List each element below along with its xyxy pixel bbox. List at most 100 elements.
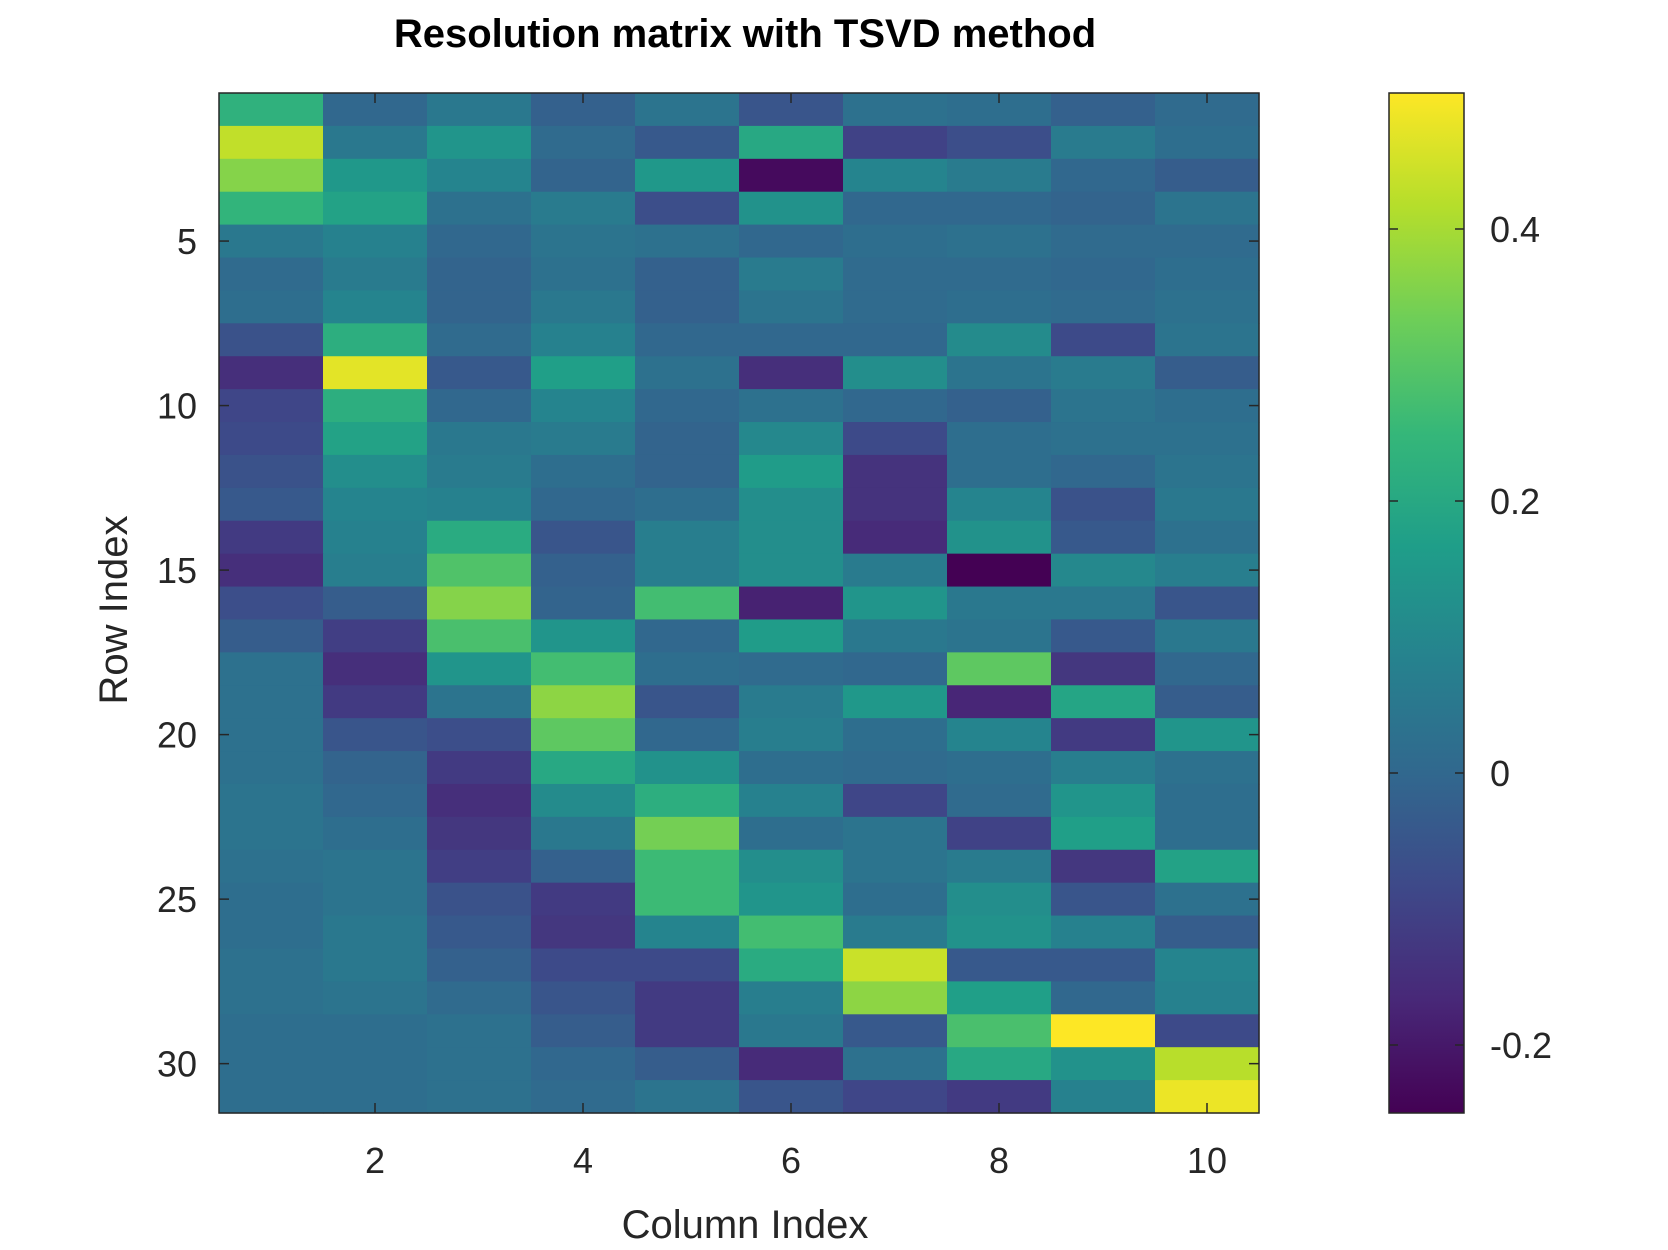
heatmap-cell <box>427 454 532 489</box>
heatmap-cell <box>739 257 844 292</box>
heatmap-cell <box>635 454 740 489</box>
heatmap-cell <box>1051 158 1156 193</box>
plot-frame <box>218 92 1260 1114</box>
heatmap-cell <box>843 257 948 292</box>
heatmap-cell <box>1051 1014 1156 1048</box>
heatmap-cell <box>531 553 636 588</box>
heatmap-cell <box>635 1014 740 1048</box>
heatmap-cell <box>531 389 636 423</box>
heatmap-cell <box>219 290 324 324</box>
heatmap-cell <box>635 323 740 357</box>
heatmap-cell <box>1051 849 1156 884</box>
heatmap-cell <box>843 93 948 127</box>
heatmap-cell <box>323 685 428 719</box>
heatmap-cell <box>1051 948 1156 982</box>
heatmap-cell <box>323 1014 428 1048</box>
heatmap-cell <box>531 816 636 851</box>
heatmap-cell <box>635 1080 740 1114</box>
heatmap-cell <box>531 948 636 982</box>
heatmap-cell <box>531 685 636 719</box>
heatmap-cell <box>1155 290 1260 324</box>
heatmap-cell <box>219 718 324 752</box>
heatmap-cell <box>635 553 740 588</box>
x-axis-label: Column Index <box>622 1203 869 1245</box>
heatmap-cell <box>1155 125 1260 160</box>
heatmap-cell <box>1155 915 1260 950</box>
heatmap-cell <box>1051 652 1156 686</box>
heatmap-cell <box>1051 520 1156 555</box>
heatmap-cell <box>843 454 948 489</box>
heatmap-cell <box>947 454 1052 489</box>
heatmap-cell <box>843 191 948 226</box>
heatmap-cell <box>531 356 636 390</box>
heatmap-cell <box>947 422 1052 456</box>
heatmap-cell <box>531 586 636 621</box>
heatmap-cell <box>1155 685 1260 719</box>
heatmap-cell <box>1051 586 1156 621</box>
heatmap-cell <box>531 915 636 950</box>
heatmap-cell <box>427 685 532 719</box>
heatmap-cell <box>219 1014 324 1048</box>
heatmap-cell <box>323 783 428 818</box>
heatmap-cell <box>531 487 636 522</box>
heatmap-cell <box>739 751 844 785</box>
heatmap-cell <box>739 783 844 818</box>
heatmap-cell <box>219 751 324 785</box>
heatmap-cell <box>843 1080 948 1114</box>
heatmap-cell <box>739 158 844 193</box>
heatmap-cell <box>531 224 636 259</box>
heatmap-cell <box>531 718 636 752</box>
heatmap-cell <box>635 290 740 324</box>
heatmap-cell <box>427 125 532 160</box>
heatmap-cell <box>1155 224 1260 259</box>
heatmap-cell <box>635 487 740 522</box>
heatmap-cell <box>739 224 844 259</box>
y-axis-label: Row Index <box>92 516 136 705</box>
heatmap-cell <box>843 652 948 686</box>
heatmap-cell <box>1155 586 1260 621</box>
heatmap-cell <box>843 849 948 884</box>
heatmap-cell <box>1051 422 1156 456</box>
heatmap-cell <box>947 1014 1052 1048</box>
heatmap-cell <box>427 882 532 917</box>
heatmap-cell <box>843 224 948 259</box>
heatmap-cell <box>219 586 324 621</box>
heatmap-cell <box>739 422 844 456</box>
heatmap-cell <box>427 586 532 621</box>
heatmap-cell <box>1155 454 1260 489</box>
heatmap-cell <box>739 849 844 884</box>
heatmap-cell <box>1051 487 1156 522</box>
heatmap-cell <box>947 882 1052 917</box>
heatmap-cell <box>843 981 948 1015</box>
heatmap-cell <box>1155 487 1260 522</box>
heatmap-cell <box>1051 751 1156 785</box>
heatmap-cell <box>1155 520 1260 555</box>
heatmap-cell <box>843 1047 948 1081</box>
heatmap-cell <box>323 882 428 917</box>
heatmap-cell <box>635 619 740 653</box>
heatmap-cell <box>427 849 532 884</box>
heatmap-cell <box>427 158 532 193</box>
heatmap-cell <box>635 685 740 719</box>
heatmap-cell <box>531 290 636 324</box>
heatmap-cell <box>323 125 428 160</box>
heatmap-cell <box>1051 389 1156 423</box>
heatmap-cell <box>219 323 324 357</box>
heatmap-cell <box>739 191 844 226</box>
heatmap-cell <box>1155 422 1260 456</box>
heatmap-cell <box>323 323 428 357</box>
heatmap-cell <box>635 948 740 982</box>
heatmap-cell <box>323 487 428 522</box>
heatmap-cell <box>843 422 948 456</box>
heatmap-cell <box>219 1047 324 1081</box>
heatmap-cell <box>427 520 532 555</box>
heatmap-cell <box>427 1080 532 1114</box>
y-tick-label: 10 <box>157 386 197 427</box>
heatmap-cell <box>739 1014 844 1048</box>
heatmap-cell <box>427 751 532 785</box>
heatmap-cell <box>1051 816 1156 851</box>
heatmap-cell <box>635 520 740 555</box>
heatmap-cell <box>427 224 532 259</box>
heatmap-cell <box>947 685 1052 719</box>
x-tick-label: 4 <box>573 1140 593 1181</box>
